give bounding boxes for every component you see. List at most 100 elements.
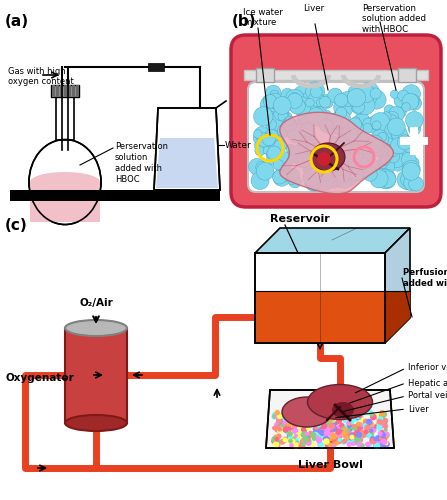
Text: (c): (c)	[5, 218, 28, 233]
Circle shape	[368, 421, 374, 427]
Circle shape	[315, 413, 321, 419]
Circle shape	[388, 147, 398, 157]
Circle shape	[336, 418, 342, 424]
Circle shape	[337, 438, 342, 442]
Circle shape	[381, 419, 388, 426]
Circle shape	[278, 111, 288, 121]
Circle shape	[402, 102, 410, 112]
Circle shape	[360, 432, 365, 438]
Circle shape	[320, 169, 332, 181]
FancyBboxPatch shape	[231, 35, 441, 207]
Circle shape	[380, 410, 385, 415]
Circle shape	[392, 126, 408, 142]
Circle shape	[286, 412, 291, 418]
Circle shape	[333, 412, 339, 418]
Circle shape	[288, 146, 305, 162]
Circle shape	[386, 150, 400, 163]
Circle shape	[319, 422, 323, 426]
Circle shape	[279, 425, 285, 431]
Circle shape	[319, 433, 325, 440]
Text: Gas with high
oxygen content: Gas with high oxygen content	[8, 67, 74, 86]
Circle shape	[333, 136, 350, 154]
Circle shape	[349, 163, 366, 180]
Circle shape	[267, 146, 281, 160]
Bar	[68, 85, 71, 97]
Circle shape	[332, 423, 337, 428]
Circle shape	[383, 424, 388, 429]
Circle shape	[297, 410, 302, 416]
Circle shape	[384, 436, 388, 440]
Circle shape	[278, 424, 284, 430]
Circle shape	[299, 130, 316, 147]
Circle shape	[332, 437, 337, 442]
Circle shape	[380, 411, 385, 416]
Circle shape	[342, 410, 348, 416]
Circle shape	[340, 92, 355, 107]
Circle shape	[384, 443, 388, 448]
Circle shape	[287, 438, 292, 443]
Circle shape	[330, 432, 335, 438]
Circle shape	[334, 441, 339, 446]
Circle shape	[332, 440, 338, 446]
Circle shape	[395, 122, 403, 130]
Circle shape	[359, 424, 364, 429]
Circle shape	[383, 432, 389, 438]
Circle shape	[267, 93, 283, 109]
Circle shape	[370, 414, 375, 419]
Circle shape	[326, 442, 331, 446]
Circle shape	[354, 440, 360, 446]
Circle shape	[337, 430, 344, 436]
Bar	[148, 63, 164, 71]
Circle shape	[318, 418, 325, 425]
Circle shape	[319, 96, 331, 108]
Circle shape	[254, 138, 270, 154]
Circle shape	[336, 410, 341, 416]
Circle shape	[342, 410, 346, 414]
Circle shape	[286, 424, 290, 428]
Circle shape	[371, 439, 375, 444]
Circle shape	[381, 439, 387, 445]
Circle shape	[266, 85, 281, 101]
Circle shape	[357, 142, 370, 154]
Circle shape	[309, 142, 323, 156]
Circle shape	[388, 106, 405, 122]
Circle shape	[308, 412, 314, 418]
Circle shape	[294, 101, 307, 114]
Circle shape	[283, 118, 296, 132]
Circle shape	[266, 95, 283, 112]
Circle shape	[283, 424, 290, 430]
Circle shape	[338, 428, 343, 432]
Circle shape	[355, 436, 363, 443]
Circle shape	[332, 412, 338, 418]
Circle shape	[285, 116, 295, 126]
Circle shape	[289, 175, 301, 188]
Circle shape	[308, 92, 324, 106]
Circle shape	[394, 94, 408, 108]
Circle shape	[339, 422, 344, 428]
Circle shape	[382, 418, 388, 424]
Circle shape	[303, 168, 321, 186]
Circle shape	[329, 436, 334, 441]
Circle shape	[312, 419, 316, 424]
Circle shape	[356, 133, 369, 145]
Circle shape	[365, 146, 376, 158]
Circle shape	[272, 112, 285, 124]
Circle shape	[332, 435, 336, 440]
Circle shape	[367, 431, 374, 438]
Circle shape	[305, 175, 320, 190]
Circle shape	[272, 412, 278, 418]
Text: Liver: Liver	[303, 4, 324, 13]
Circle shape	[306, 438, 311, 442]
Circle shape	[302, 436, 309, 442]
Bar	[30, 182, 100, 222]
Circle shape	[305, 432, 309, 436]
Circle shape	[356, 422, 361, 426]
Circle shape	[306, 426, 311, 430]
Circle shape	[300, 144, 317, 162]
Polygon shape	[280, 112, 393, 194]
Bar	[76, 85, 79, 97]
Circle shape	[297, 414, 304, 420]
Circle shape	[342, 430, 346, 435]
Circle shape	[276, 444, 280, 448]
Circle shape	[347, 136, 366, 154]
